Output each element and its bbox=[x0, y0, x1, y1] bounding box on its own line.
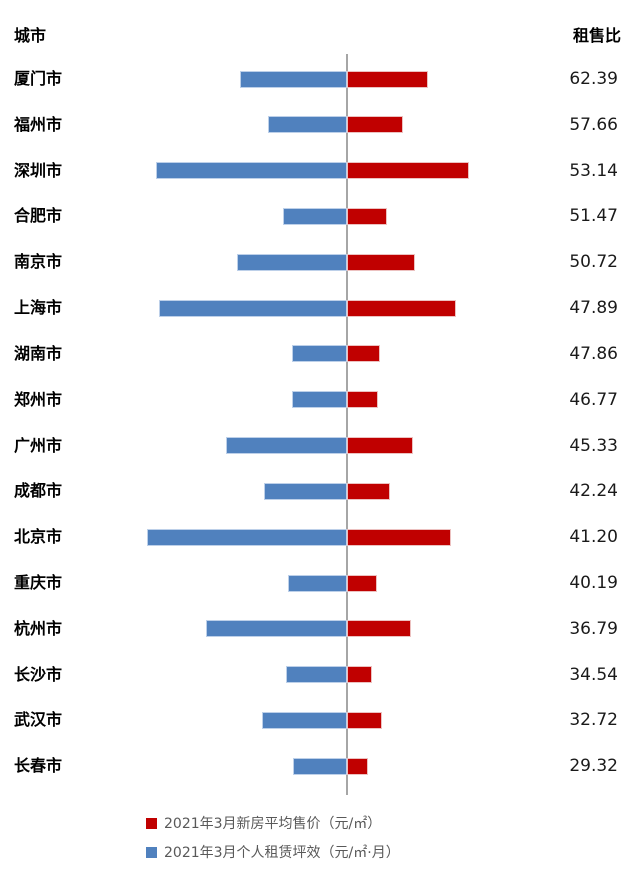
rent-sale-ratio-value: 50.72 bbox=[569, 252, 618, 273]
sale-price-bar bbox=[347, 116, 403, 134]
legend-swatch-rent-efficiency bbox=[146, 846, 157, 858]
legend-swatch-sale-price bbox=[146, 817, 157, 829]
sale-price-bar bbox=[347, 299, 456, 317]
rent-efficiency-bar bbox=[293, 757, 347, 775]
city-label: 广州市 bbox=[14, 435, 63, 455]
rent-sale-ratio-value: 51.47 bbox=[569, 206, 618, 227]
table-row: 武汉市 32.72 bbox=[0, 697, 628, 743]
table-row: 湖南市 47.86 bbox=[0, 331, 628, 377]
city-label: 成都市 bbox=[14, 481, 63, 501]
rent-sale-ratio-value: 47.86 bbox=[569, 343, 618, 364]
sale-price-bar bbox=[347, 574, 377, 592]
center-axis-line bbox=[346, 54, 348, 795]
table-row: 成都市 42.24 bbox=[0, 468, 628, 514]
table-row: 北京市 41.20 bbox=[0, 514, 628, 560]
rent-efficiency-bar bbox=[147, 528, 347, 546]
rent-sale-ratio-value: 29.32 bbox=[569, 756, 618, 777]
city-label: 厦门市 bbox=[14, 69, 63, 88]
rent-sale-ratio-value: 53.14 bbox=[569, 160, 618, 181]
table-row: 深圳市 53.14 bbox=[0, 148, 628, 194]
rent-efficiency-bar bbox=[237, 253, 347, 271]
rent-efficiency-bar bbox=[288, 574, 347, 592]
rent-efficiency-bar bbox=[292, 391, 347, 409]
sale-price-bar bbox=[347, 207, 387, 225]
rent-sale-ratio-value: 32.72 bbox=[569, 710, 618, 731]
table-row: 重庆市 40.19 bbox=[0, 560, 628, 606]
table-row: 长春市 29.32 bbox=[0, 743, 628, 789]
sale-price-bar bbox=[347, 757, 368, 775]
column-header-rent-sale-ratio: 租售比 bbox=[572, 26, 621, 45]
rent-efficiency-bar bbox=[226, 437, 347, 455]
sale-price-bar bbox=[347, 620, 411, 638]
legend-item-rent-efficiency: 2021年3月个人租赁坪效（元/㎡·月） bbox=[146, 842, 400, 862]
sale-price-bar bbox=[347, 482, 390, 500]
legend-label-sale-price: 2021年3月新房平均售价（元/㎡） bbox=[164, 816, 382, 832]
city-label: 郑州市 bbox=[14, 389, 63, 409]
sale-price-bar bbox=[347, 345, 380, 363]
rent-efficiency-bar bbox=[206, 620, 347, 638]
rent-efficiency-bar bbox=[240, 70, 347, 88]
rent-sale-ratio-value: 42.24 bbox=[569, 481, 618, 502]
rent-efficiency-bar bbox=[159, 299, 347, 317]
legend-item-sale-price: 2021年3月新房平均售价（元/㎡） bbox=[146, 813, 400, 833]
rent-efficiency-bar bbox=[262, 711, 347, 729]
table-row: 上海市 47.89 bbox=[0, 285, 628, 331]
city-label: 杭州市 bbox=[14, 618, 63, 638]
rent-efficiency-bar bbox=[292, 345, 347, 363]
table-row: 福州市 57.66 bbox=[0, 102, 628, 148]
legend: 2021年3月新房平均售价（元/㎡） 2021年3月个人租赁坪效（元/㎡·月） bbox=[146, 813, 400, 862]
sale-price-bar bbox=[347, 666, 372, 684]
rent-sale-ratio-value: 34.54 bbox=[569, 664, 618, 685]
table-row: 南京市 50.72 bbox=[0, 239, 628, 285]
sale-price-bar bbox=[347, 162, 469, 180]
city-label: 重庆市 bbox=[14, 573, 63, 593]
rent-sale-ratio-value: 62.39 bbox=[569, 69, 618, 89]
city-label: 湖南市 bbox=[14, 343, 63, 363]
city-label: 北京市 bbox=[14, 527, 63, 547]
table-row: 郑州市 46.77 bbox=[0, 377, 628, 423]
rent-efficiency-bar bbox=[264, 482, 347, 500]
column-header-city: 城市 bbox=[14, 26, 47, 45]
rent-efficiency-bar bbox=[156, 162, 347, 180]
sale-price-bar bbox=[347, 711, 382, 729]
city-label: 南京市 bbox=[14, 252, 63, 272]
sale-price-bar bbox=[347, 70, 428, 88]
rent-sale-ratio-value: 45.33 bbox=[569, 435, 618, 456]
city-label: 武汉市 bbox=[14, 710, 63, 730]
rent-sale-ratio-value: 57.66 bbox=[569, 114, 618, 135]
rent-sale-ratio-value: 40.19 bbox=[569, 573, 618, 594]
city-label: 深圳市 bbox=[14, 160, 63, 180]
rent-sale-ratio-value: 47.89 bbox=[569, 298, 618, 319]
city-label: 长沙市 bbox=[14, 664, 63, 684]
city-label: 上海市 bbox=[14, 298, 63, 318]
rent-sale-ratio-value: 41.20 bbox=[569, 527, 618, 548]
table-row: 广州市 45.33 bbox=[0, 423, 628, 469]
table-row: 长沙市 34.54 bbox=[0, 652, 628, 698]
rent-efficiency-bar bbox=[286, 666, 347, 684]
table-row: 厦门市 62.39 bbox=[0, 56, 628, 102]
sale-price-bar bbox=[347, 528, 451, 546]
legend-label-rent-efficiency: 2021年3月个人租赁坪效（元/㎡·月） bbox=[164, 845, 400, 861]
rent-sale-ratio-value: 36.79 bbox=[569, 618, 618, 639]
sale-price-bar bbox=[347, 253, 415, 271]
city-label: 福州市 bbox=[14, 114, 63, 134]
rent-efficiency-bar bbox=[268, 116, 347, 134]
sale-price-bar bbox=[347, 391, 378, 409]
table-row: 杭州市 36.79 bbox=[0, 606, 628, 652]
city-label: 长春市 bbox=[14, 756, 63, 776]
rent-efficiency-bar bbox=[283, 207, 347, 225]
table-row: 合肥市 51.47 bbox=[0, 193, 628, 239]
rent-sale-ratio-value: 46.77 bbox=[569, 389, 618, 410]
sale-price-bar bbox=[347, 437, 413, 455]
city-label: 合肥市 bbox=[14, 206, 63, 226]
